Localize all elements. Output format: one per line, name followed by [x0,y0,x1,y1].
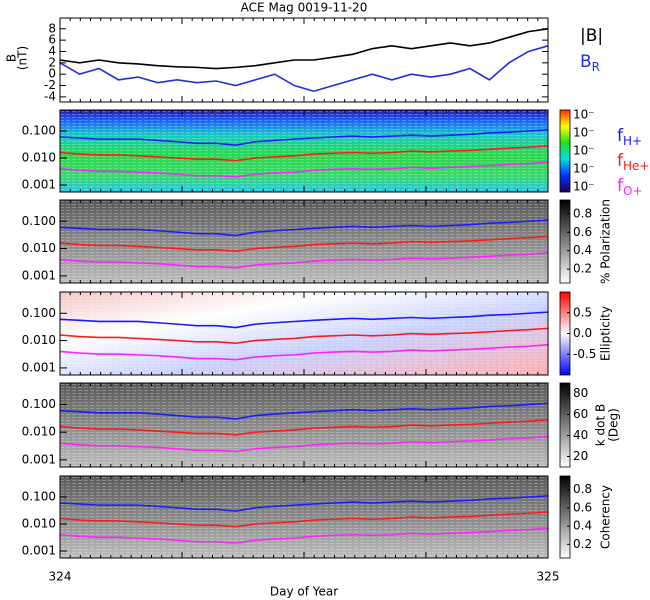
series-line [59,252,549,269]
y-tick-label: 0.001 [22,177,56,191]
y-tick-label: 4 [48,44,56,58]
colorbar-label: (Deg) [607,408,621,442]
series-line [59,435,549,453]
legend-entry: BR [580,52,600,74]
colorbar-tick-label: 20 [573,449,588,463]
legend-name: f [617,126,624,146]
legend-subscript: H+ [623,134,642,148]
y-axis-label: B [5,54,19,62]
y-tick-label: 0.001 [22,268,56,282]
series-line [59,402,549,420]
colorbar-label: Ellipticity [599,306,613,361]
series-line [59,527,549,544]
colorbar [559,199,571,284]
series-line [59,327,549,345]
chart-title: ACE Mag 0019-11-20 [241,1,368,15]
colorbar-label: % Polarization [599,199,613,284]
x-axis-label: Day of Year [270,585,338,599]
legend-name: f [617,176,624,196]
y-tick-label: 0.001 [22,360,56,374]
spectrogram-texture [60,476,548,558]
colorbar-tick-label: 10⁻ [573,144,595,158]
series-line [59,145,549,162]
legend-subscript: O+ [623,184,643,198]
y-tick-label: -2 [44,78,56,92]
series-line [59,45,549,93]
colorbar [559,109,571,193]
legend-entry: fO+ [617,176,643,198]
colorbar [559,475,571,559]
y-tick-label: 2 [48,55,56,69]
y-axis-label: (nT) [16,46,30,70]
colorbar-tick-label: 10⁻ [573,180,595,194]
series-line [59,495,549,512]
y-tick-label: 0.100 [22,397,56,411]
colorbar-tick-label: 0.5 [573,305,592,319]
legend-name: |B| [580,26,603,46]
y-tick-label: 0.100 [22,490,56,504]
legend-entry: |B| [580,26,603,46]
spectrogram-texture [60,200,548,283]
legend-name: B [580,52,592,72]
series-line [59,311,549,329]
colorbar-tick-label: 0.8 [573,206,592,220]
colorbar [559,382,571,468]
y-tick-label: 0.001 [22,452,56,466]
legend-name: f [617,151,624,171]
y-tick-label: 0.010 [22,241,56,255]
colorbar-tick-label: 60 [573,407,588,421]
y-tick-label: 0.010 [22,516,56,530]
y-tick-label: -4 [44,89,56,103]
y-tick-label: 6 [48,33,56,47]
colorbar-tick-label: -0.5 [573,347,596,361]
spectrogram-texture [60,383,548,467]
colorbar-tick-label: 0.6 [573,225,592,239]
y-tick-label: 0 [48,67,56,81]
colorbar-tick-label: 0.6 [573,500,592,514]
spectrogram-texture [60,110,548,192]
colorbar-tick-label: 0.2 [573,537,592,551]
y-tick-label: 0.010 [22,425,56,439]
y-tick-label: 0.010 [22,333,56,347]
colorbar-tick-label: 0.8 [573,482,592,496]
colorbar-tick-label: 0.4 [573,243,592,257]
series-line [59,129,549,146]
colorbar-tick-label: 0.2 [573,262,592,276]
series-line [59,161,549,178]
series-line [59,419,549,436]
legend-entry: fHe+ [617,151,649,173]
colorbar-tick-label: 80 [573,386,588,400]
series-line [59,219,549,237]
legend-entry: fH+ [617,126,642,148]
colorbar-tick-label: 10⁻ [573,162,595,176]
colorbar-label: k dot B [594,404,608,446]
y-tick-label: 0.100 [22,214,56,228]
series-line [59,344,549,361]
series-line [59,27,549,70]
y-tick-label: 0.001 [22,543,56,557]
series-line [59,235,549,253]
legend-subscript: R [592,60,600,74]
spectrogram-texture [60,292,548,375]
y-tick-label: 0.010 [22,150,56,164]
colorbar-tick-label: 40 [573,428,588,442]
x-tick-label: 324 [49,570,72,584]
series-line [59,511,549,528]
colorbar-tick-label: 0.0 [573,326,592,340]
y-tick-label: 0.100 [22,124,56,138]
y-tick-label: 0.100 [22,306,56,320]
colorbar-label: Coherency [599,485,613,549]
legend-subscript: He+ [623,159,649,173]
colorbar-tick-label: 0.4 [573,519,592,533]
x-tick-label: 325 [537,570,560,584]
y-tick-label: 8 [48,21,56,35]
colorbar-tick-label: 10⁻ [573,108,595,122]
colorbar-tick-label: 10⁻ [573,126,595,140]
